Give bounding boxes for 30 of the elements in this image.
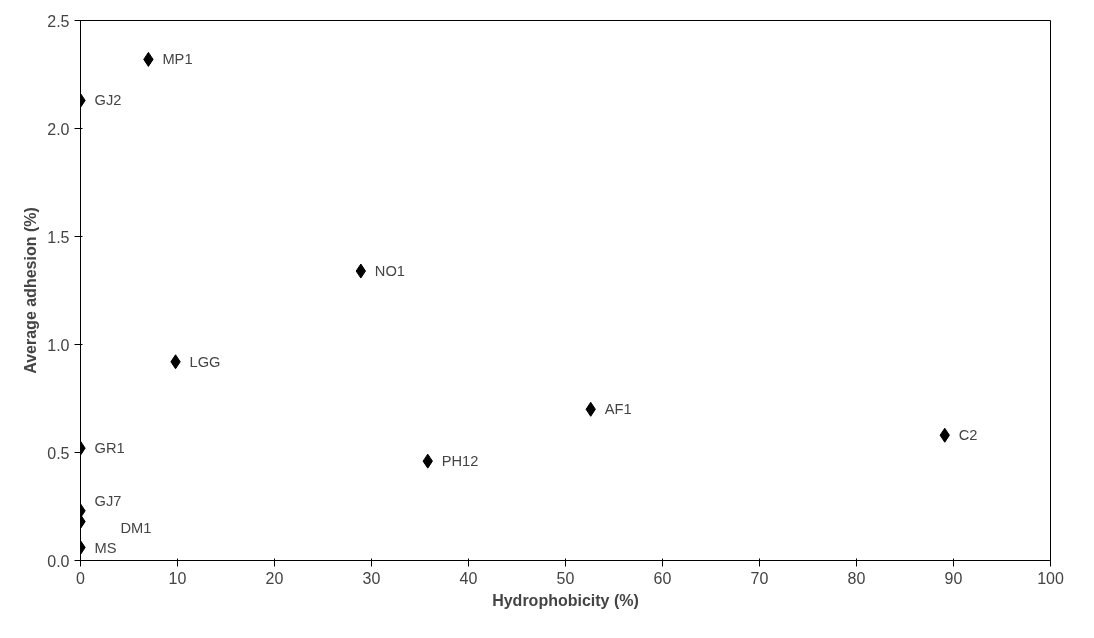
annotation: GR1	[94, 440, 125, 457]
x-tick-label: 10	[168, 569, 187, 587]
annotation: MP1	[162, 51, 193, 68]
annotation: AF1	[604, 401, 632, 418]
annotation: GJ7	[94, 492, 122, 509]
x-tick-label: 100	[1037, 569, 1064, 587]
y-axis-title: Average adhesion (%)	[22, 207, 40, 374]
x-tick-label: 20	[265, 569, 284, 587]
y-tick-label: 0.5	[47, 444, 70, 462]
annotation: DM1	[120, 519, 152, 536]
y-tick-label: 0.0	[47, 552, 70, 570]
y-tick-label: 2.5	[47, 12, 70, 30]
x-tick-label: 90	[944, 569, 963, 587]
annotation: NO1	[374, 263, 405, 280]
x-tick-label: 70	[750, 569, 769, 587]
x-tick-label: 80	[847, 569, 866, 587]
x-axis-title: Hydrophobicity (%)	[492, 591, 639, 609]
annotation: MS	[94, 539, 117, 556]
x-tick-label: 0	[76, 569, 86, 587]
annotation: GJ2	[94, 92, 122, 109]
annotation: LGG	[189, 353, 221, 370]
y-tick-label: 2.0	[47, 120, 70, 138]
annotation: PH12	[441, 453, 479, 470]
x-tick-label: 30	[362, 569, 381, 587]
y-tick-label: 1.0	[47, 336, 70, 354]
y-tick-label: 1.5	[47, 228, 70, 246]
x-tick-label: 40	[459, 569, 478, 587]
x-tick-label: 50	[556, 569, 575, 587]
x-tick-label: 60	[653, 569, 672, 587]
annotation: C2	[958, 427, 978, 444]
